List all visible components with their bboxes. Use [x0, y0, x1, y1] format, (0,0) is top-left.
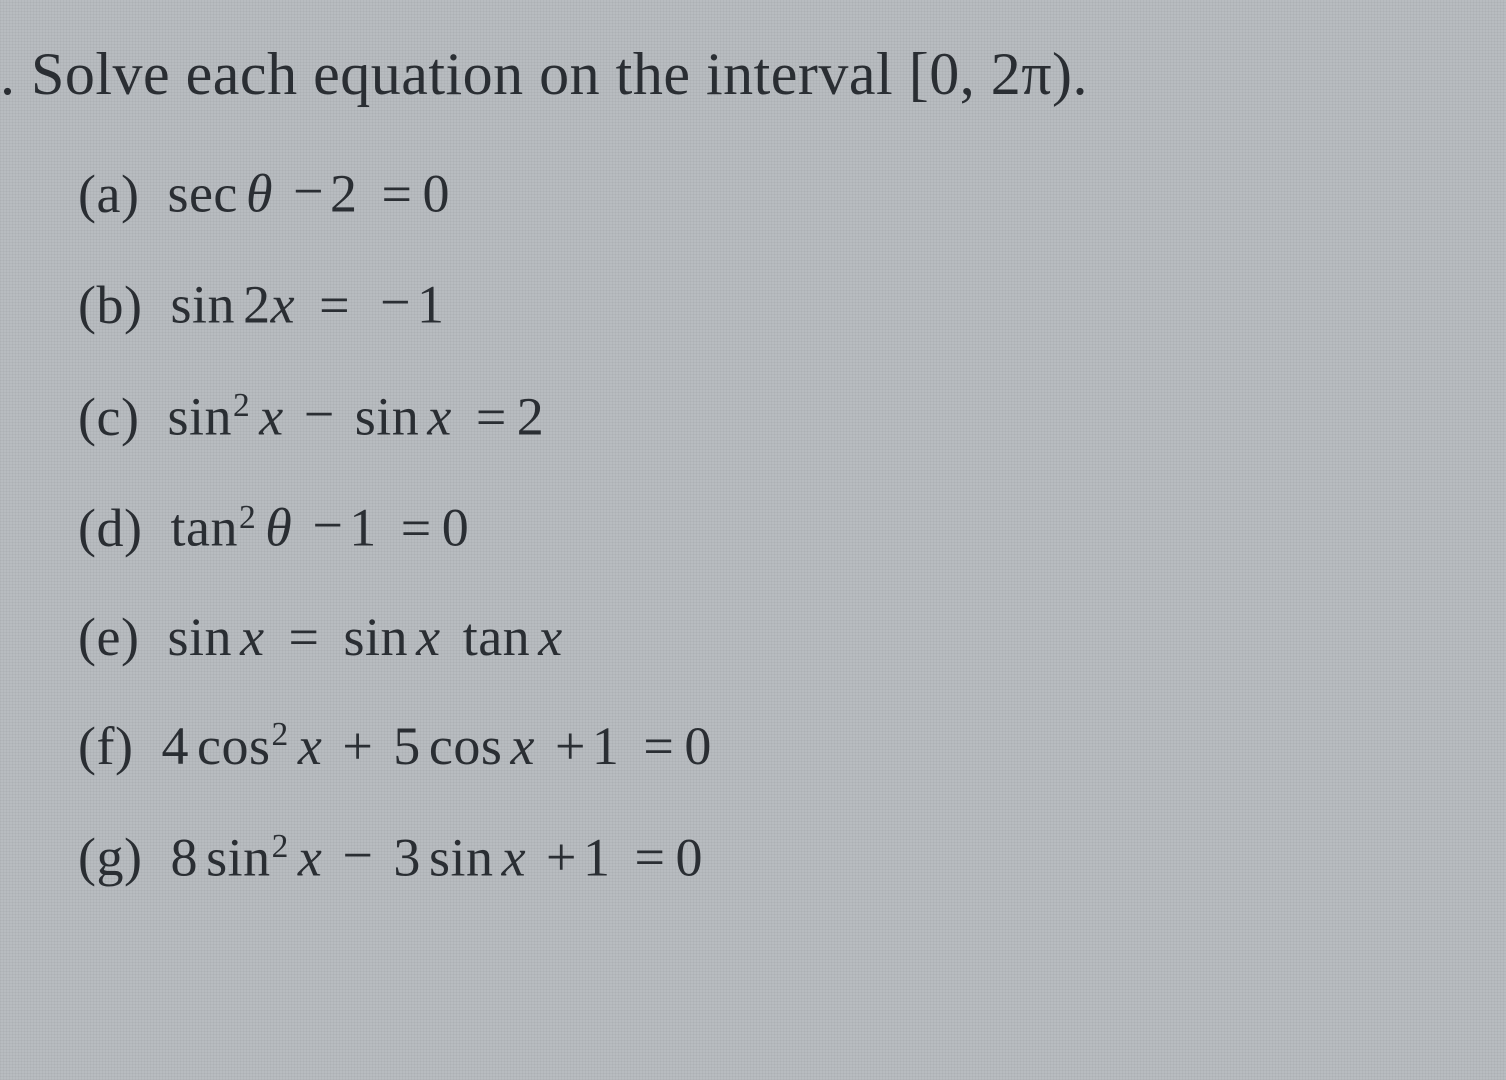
problem-f: (f) 4cos2x + 5cosx +1 =0 — [78, 714, 1476, 779]
problem-g: (g) 8sin2x − 3sinx +1 =0 — [78, 823, 1476, 890]
equation: secθ −2 =0 — [167, 159, 450, 226]
title-text: Solve each equation on the interval [0, … — [31, 41, 1088, 107]
equation: tan2θ −1 =0 — [170, 493, 469, 560]
problem-label: (d) — [78, 496, 142, 561]
problem-label: (e) — [78, 605, 139, 670]
problem-e: (e) sinx = sinx tanx — [78, 605, 1476, 670]
problem-label: (g) — [78, 825, 142, 890]
equation: sin2x = −1 — [170, 270, 444, 337]
equation: 4cos2x + 5cosx +1 =0 — [161, 714, 711, 779]
problem-a: (a) secθ −2 =0 — [78, 159, 1476, 226]
equation: sinx = sinx tanx — [167, 605, 562, 670]
problem-d: (d) tan2θ −1 =0 — [78, 493, 1476, 560]
equation: sin2x − sinx =2 — [167, 382, 544, 449]
problem-label: (a) — [78, 162, 139, 227]
page-title: . Solve each equation on the interval [0… — [0, 40, 1476, 109]
problem-label: (f) — [78, 714, 133, 779]
problem-label: (c) — [78, 385, 139, 450]
title-prefix: . — [0, 41, 31, 107]
problem-c: (c) sin2x − sinx =2 — [78, 382, 1476, 449]
worksheet-page: . Solve each equation on the interval [0… — [0, 40, 1476, 1050]
problem-label: (b) — [78, 273, 142, 338]
problem-b: (b) sin2x = −1 — [78, 270, 1476, 337]
equation: 8sin2x − 3sinx +1 =0 — [170, 823, 703, 890]
problem-list: (a) secθ −2 =0 (b) sin2x = −1 (c) sin2x … — [78, 159, 1476, 890]
